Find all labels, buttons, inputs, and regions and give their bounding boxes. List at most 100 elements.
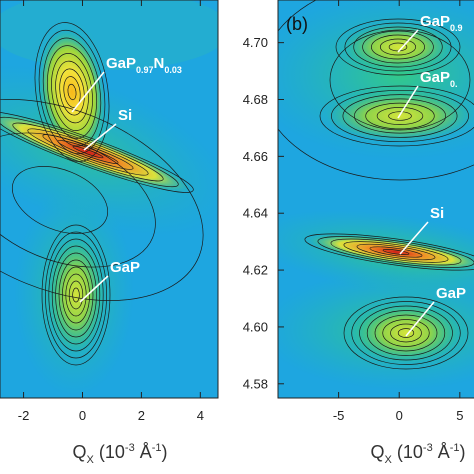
x-tick-label: 0 — [396, 408, 403, 423]
axis-title-part: Å — [433, 442, 450, 462]
panel-b: (b) 4.58 4.60 4.62 4.64 4.66 4.68 4.70 -5 0 5 Ga… — [243, 0, 474, 466]
contour-line — [42, 37, 102, 147]
contour-line — [42, 134, 134, 170]
contour-line — [343, 296, 469, 370]
contour-line — [41, 224, 111, 366]
panel-a-frame — [0, 0, 219, 399]
contour-line — [55, 60, 89, 124]
contour-line — [371, 34, 425, 60]
contour-line — [356, 243, 436, 261]
panel-b-x-axis-title: QX (10-3 Å-1) — [371, 442, 466, 466]
y-tick-label: 4.68 — [243, 92, 268, 107]
peak-gap-leader — [79, 275, 109, 303]
peak-gapn-2-label: GaP0. — [420, 69, 458, 89]
contour-line — [278, 0, 474, 181]
panel-b-frame — [277, 0, 474, 399]
contour-line — [369, 246, 423, 258]
y-tick-label: 4.62 — [243, 263, 268, 278]
contour-line — [365, 102, 435, 130]
peak-gapn-1-label: GaP0.9 — [420, 13, 463, 33]
axis-title-part: Q — [371, 442, 385, 462]
contour-line — [65, 273, 87, 317]
contour-line — [388, 111, 412, 121]
contour-line — [57, 140, 119, 164]
panel-b-y-ticks: 4.58 4.60 4.62 4.64 4.66 4.68 4.70 — [243, 35, 284, 391]
peak-si-a — [0, 111, 192, 193]
panel-b-annotations: GaP0.9 GaP0. Si GaP — [397, 13, 466, 337]
x-tick-label: 0 — [79, 408, 86, 423]
peak-si-leader — [399, 221, 429, 255]
contour-line — [51, 245, 101, 345]
axis-title-part: X — [87, 454, 95, 466]
axis-title-part: -1 — [450, 442, 460, 454]
axis-title-part: ) — [161, 442, 167, 462]
contour-line — [376, 107, 424, 125]
contour-line — [331, 89, 469, 143]
contour-line — [343, 241, 449, 263]
contour-line — [45, 231, 107, 359]
y-tick-label: 4.60 — [243, 319, 268, 334]
contour-line — [0, 116, 179, 188]
contour-line — [0, 99, 204, 301]
axis-title-part: -3 — [125, 442, 135, 454]
panel-a-annotations: GaP0.97N0.03 Si GaP — [71, 55, 182, 303]
contour-line — [329, 29, 471, 131]
peak-si-label: Si — [430, 205, 444, 222]
peak-gap-a — [48, 237, 104, 353]
contour-line — [342, 94, 458, 138]
contour-line — [335, 18, 461, 76]
contour-line — [0, 111, 194, 193]
y-tick-label: 4.70 — [243, 35, 268, 50]
axis-title-part: Q — [73, 442, 87, 462]
x-tick-label: -5 — [333, 408, 345, 423]
contour-line — [304, 233, 474, 271]
panel-a: -2 0 2 4 GaP0.97N0.03 Si GaP QX (10-3 Å-1) — [0, 0, 219, 466]
contour-line — [34, 22, 110, 162]
x-tick-label: 5 — [456, 408, 463, 423]
axis-title-part: (10 — [392, 442, 423, 462]
x-tick-label: -2 — [18, 408, 30, 423]
peak-si-leader — [83, 123, 117, 151]
peak-gap-label: GaP — [436, 285, 466, 302]
peak-gapn1-b — [344, 23, 452, 71]
contour-line — [390, 323, 422, 343]
panel-a-x-axis-title: QX (10-3 Å-1) — [73, 442, 168, 466]
peak-gapn-label: GaP0.97N0.03 — [106, 55, 182, 75]
panel-a-x-ticks: -2 0 2 4 — [18, 0, 204, 423]
axis-title-part: ) — [459, 442, 465, 462]
contour-line — [317, 236, 474, 268]
contour-line — [362, 30, 434, 64]
axis-title-part: -3 — [423, 442, 433, 454]
contour-line — [55, 252, 97, 338]
contour-line — [48, 238, 104, 352]
contour-line — [319, 85, 474, 147]
contour-line — [344, 22, 452, 72]
contour-line — [0, 132, 156, 268]
y-tick-label: 4.58 — [243, 376, 268, 391]
panel-a-contours — [0, 22, 204, 366]
contour-line — [359, 305, 453, 361]
x-tick-label: 2 — [138, 408, 145, 423]
contour-line — [63, 76, 81, 108]
contour-line — [382, 319, 430, 347]
peak-gapn-1-leader — [397, 29, 419, 53]
contour-line — [330, 238, 462, 266]
peak-si-b — [308, 234, 474, 270]
contour-line — [382, 249, 410, 255]
panel-a-map — [0, 0, 218, 398]
contour-line — [12, 122, 164, 182]
contour-line — [51, 53, 93, 131]
peak-gap-leader — [405, 301, 435, 337]
contour-line — [379, 38, 417, 56]
peak-gapn-2-leader — [397, 85, 419, 119]
axis-title-part: X — [385, 454, 393, 466]
peak-gapn-a — [39, 30, 105, 154]
contour-line — [59, 68, 85, 116]
axis-title-part: (10 — [94, 442, 125, 462]
peak-si-label: Si — [118, 107, 132, 124]
y-tick-label: 4.64 — [243, 206, 268, 221]
contour-line — [11, 166, 109, 234]
contour-line — [366, 310, 446, 356]
contour-line — [72, 287, 80, 303]
